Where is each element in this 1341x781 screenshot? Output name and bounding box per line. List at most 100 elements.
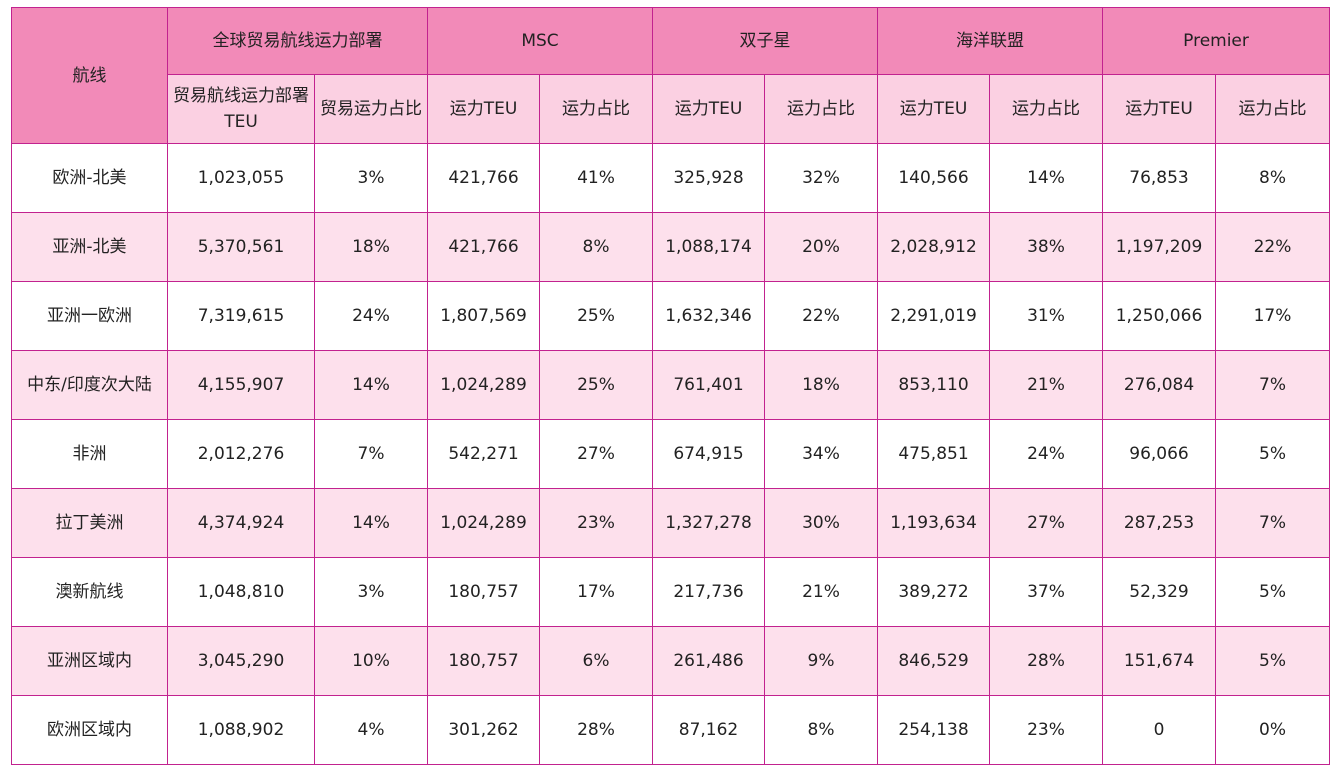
- share-cell: 9%: [764, 626, 878, 696]
- table-row: 亚洲区域内 3,045,290 10% 180,757 6% 261,486 9% 846,5…: [11, 626, 1331, 696]
- subheader-share: 运力占比: [1214, 74, 1331, 144]
- capacity-cell: 846,529: [877, 626, 990, 696]
- capacity-cell: 542,271: [427, 419, 540, 489]
- capacity-cell: 2,028,912: [877, 212, 990, 282]
- share-cell: 10%: [314, 626, 428, 696]
- table-row: 欧洲区域内 1,088,902 4% 301,262 28% 87,162 8% 254,13…: [11, 695, 1331, 765]
- subheader-capacity-teu: 贸易航线运力部署TEU: [167, 74, 315, 144]
- capacity-cell: 2,291,019: [877, 281, 990, 351]
- share-cell: 7%: [1214, 350, 1331, 420]
- table-row: 亚洲一欧洲 7,319,615 24% 1,807,569 25% 1,632,346 22…: [11, 281, 1331, 351]
- capacity-cell: 1,024,289: [427, 350, 540, 420]
- capacity-cell: 52,329: [1102, 557, 1216, 627]
- share-cell: 8%: [539, 212, 653, 282]
- share-cell: 5%: [1214, 419, 1331, 489]
- header-row-subcolumns: 贸易航线运力部署TEU 贸易运力占比 运力TEU 运力占比 运力TEU 运力占比…: [12, 74, 1331, 144]
- share-cell: 21%: [764, 557, 878, 627]
- share-cell: 41%: [539, 143, 653, 213]
- capacity-cell: 3,045,290: [167, 626, 315, 696]
- share-cell: 38%: [989, 212, 1103, 282]
- route-cell: 亚洲区域内: [11, 626, 168, 696]
- share-cell: 7%: [314, 419, 428, 489]
- capacity-cell: 475,851: [877, 419, 990, 489]
- capacity-cell: 1,048,810: [167, 557, 315, 627]
- group-header-msc: MSC: [427, 7, 653, 75]
- share-cell: 8%: [764, 695, 878, 765]
- share-cell: 22%: [1214, 212, 1331, 282]
- share-cell: 14%: [314, 350, 428, 420]
- share-cell: 17%: [1214, 281, 1331, 351]
- share-cell: 30%: [764, 488, 878, 558]
- share-cell: 14%: [314, 488, 428, 558]
- capacity-cell: 7,319,615: [167, 281, 315, 351]
- capacity-cell: 217,736: [652, 557, 765, 627]
- share-cell: 32%: [764, 143, 878, 213]
- route-cell: 亚洲-北美: [11, 212, 168, 282]
- subheader-share: 贸易运力占比: [314, 74, 428, 144]
- capacity-cell: 180,757: [427, 557, 540, 627]
- subheader-capacity-teu: 运力TEU: [652, 74, 765, 144]
- route-cell: 欧洲区域内: [11, 695, 168, 765]
- share-cell: 25%: [539, 281, 653, 351]
- route-cell: 欧洲-北美: [11, 143, 168, 213]
- share-cell: 37%: [989, 557, 1103, 627]
- capacity-cell: 1,088,174: [652, 212, 765, 282]
- subheader-capacity-teu: 运力TEU: [427, 74, 540, 144]
- share-cell: 5%: [1214, 626, 1331, 696]
- table-body: 欧洲-北美 1,023,055 3% 421,766 41% 325,928 32% 140,…: [11, 143, 1331, 765]
- share-cell: 28%: [989, 626, 1103, 696]
- table-row: 拉丁美洲 4,374,924 14% 1,024,289 23% 1,327,278 30%…: [11, 488, 1331, 558]
- capacity-table: 航线 全球贸易航线运力部署 MSC 双子星 海洋联盟 Premier 贸易航线运…: [11, 7, 1331, 765]
- capacity-cell: 421,766: [427, 143, 540, 213]
- capacity-cell: 853,110: [877, 350, 990, 420]
- subheader-share: 运力占比: [764, 74, 878, 144]
- share-cell: 25%: [539, 350, 653, 420]
- capacity-cell: 761,401: [652, 350, 765, 420]
- capacity-cell: 4,374,924: [167, 488, 315, 558]
- share-cell: 18%: [314, 212, 428, 282]
- share-cell: 22%: [764, 281, 878, 351]
- route-cell: 中东/印度次大陆: [11, 350, 168, 420]
- route-cell: 澳新航线: [11, 557, 168, 627]
- group-header-gemini: 双子星: [652, 7, 878, 75]
- capacity-cell: 87,162: [652, 695, 765, 765]
- share-cell: 27%: [989, 488, 1103, 558]
- capacity-cell: 4,155,907: [167, 350, 315, 420]
- capacity-cell: 1,197,209: [1102, 212, 1216, 282]
- share-cell: 3%: [314, 143, 428, 213]
- capacity-cell: 301,262: [427, 695, 540, 765]
- capacity-cell: 287,253: [1102, 488, 1216, 558]
- table-row: 亚洲-北美 5,370,561 18% 421,766 8% 1,088,174 20% 2,…: [11, 212, 1331, 282]
- capacity-cell: 1,327,278: [652, 488, 765, 558]
- subheader-share: 运力占比: [989, 74, 1103, 144]
- table-row: 欧洲-北美 1,023,055 3% 421,766 41% 325,928 32% 140,…: [11, 143, 1331, 213]
- route-cell: 拉丁美洲: [11, 488, 168, 558]
- capacity-cell: 674,915: [652, 419, 765, 489]
- share-cell: 31%: [989, 281, 1103, 351]
- table-row: 澳新航线 1,048,810 3% 180,757 17% 217,736 21% 389,2…: [11, 557, 1331, 627]
- table-row: 非洲 2,012,276 7% 542,271 27% 674,915 34% 475,851…: [11, 419, 1331, 489]
- header-row-groups: 航线 全球贸易航线运力部署 MSC 双子星 海洋联盟 Premier: [11, 7, 1331, 144]
- capacity-cell: 1,024,289: [427, 488, 540, 558]
- capacity-cell: 1,250,066: [1102, 281, 1216, 351]
- route-header: 航线: [11, 7, 168, 144]
- share-cell: 34%: [764, 419, 878, 489]
- share-cell: 7%: [1214, 488, 1331, 558]
- route-cell: 亚洲一欧洲: [11, 281, 168, 351]
- subheader-share: 运力占比: [539, 74, 653, 144]
- capacity-cell: 276,084: [1102, 350, 1216, 420]
- share-cell: 4%: [314, 695, 428, 765]
- share-cell: 27%: [539, 419, 653, 489]
- share-cell: 17%: [539, 557, 653, 627]
- capacity-cell: 1,088,902: [167, 695, 315, 765]
- share-cell: 21%: [989, 350, 1103, 420]
- capacity-cell: 96,066: [1102, 419, 1216, 489]
- capacity-cell: 254,138: [877, 695, 990, 765]
- capacity-cell: 1,193,634: [877, 488, 990, 558]
- share-cell: 14%: [989, 143, 1103, 213]
- capacity-cell: 140,566: [877, 143, 990, 213]
- share-cell: 24%: [989, 419, 1103, 489]
- route-cell: 非洲: [11, 419, 168, 489]
- capacity-cell: 325,928: [652, 143, 765, 213]
- capacity-cell: 421,766: [427, 212, 540, 282]
